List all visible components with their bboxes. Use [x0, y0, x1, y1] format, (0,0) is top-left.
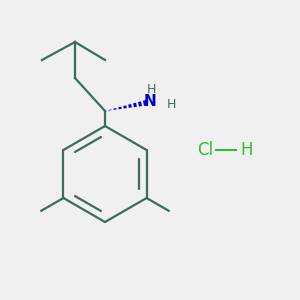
Text: H: H: [240, 141, 253, 159]
Text: H: H: [147, 83, 156, 96]
Text: H: H: [167, 98, 176, 111]
Text: N: N: [144, 94, 156, 110]
Text: Cl: Cl: [197, 141, 213, 159]
